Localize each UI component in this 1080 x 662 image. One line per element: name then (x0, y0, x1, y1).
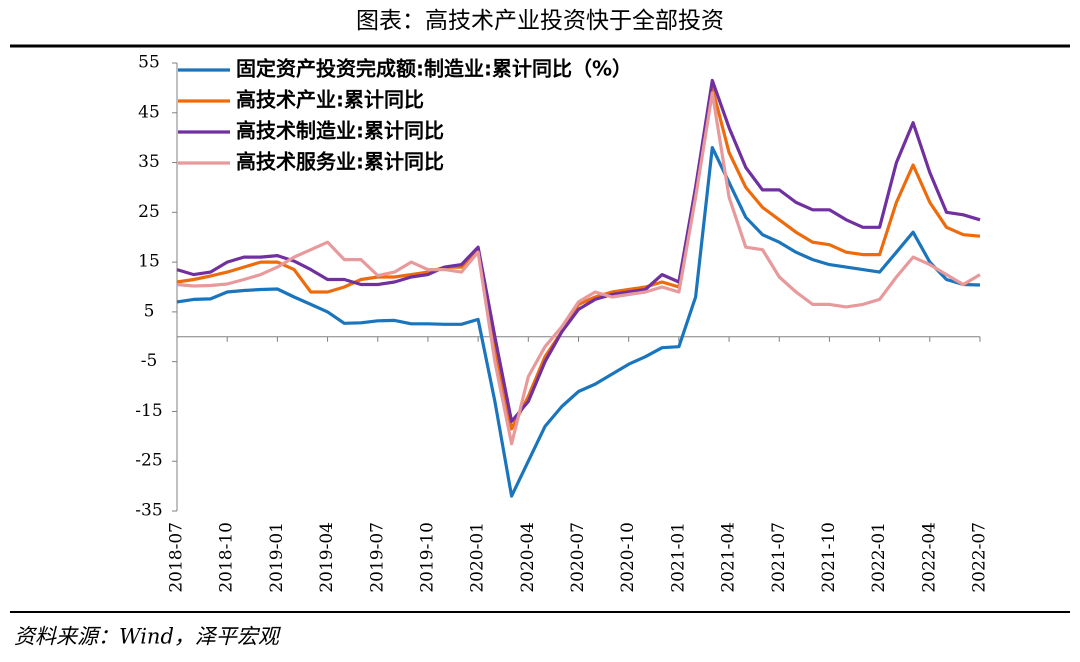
legend-label: 高技术服务业:累计同比 (236, 150, 444, 174)
y-tick-label: 45 (138, 102, 160, 122)
y-tick-label: -25 (135, 451, 162, 471)
x-tick-label: 2020-07 (568, 522, 588, 593)
source: 资料来源：Wind，泽平宏观 (14, 625, 282, 649)
x-tick-label: 2021-01 (668, 522, 688, 593)
y-tick-label: 25 (138, 202, 160, 222)
legend-label: 高技术制造业:累计同比 (236, 119, 444, 143)
x-tick-label: 2018-07 (167, 522, 187, 593)
x-tick-label: 2019-01 (267, 522, 287, 593)
x-tick-label: 2022-07 (970, 522, 990, 593)
x-tick-label: 2021-04 (719, 522, 739, 593)
x-tick-label: 2020-04 (518, 522, 538, 593)
legend-label: 高技术产业:累计同比 (236, 88, 424, 112)
chart-title: 图表：高技术产业投资快于全部投资 (356, 8, 724, 34)
x-tick-label: 2019-10 (417, 522, 437, 593)
series-line (176, 146, 981, 498)
y-tick-label: -15 (135, 401, 162, 421)
y-tick-label: 15 (138, 252, 160, 272)
x-tick-label: 2019-04 (317, 522, 337, 593)
x-tick-label: 2021-07 (769, 522, 789, 593)
x-tick-label: 2021-10 (819, 522, 839, 593)
x-tick-label: 2020-01 (468, 522, 488, 593)
y-tick-label: 5 (144, 301, 155, 321)
y-tick-label: -5 (141, 351, 158, 371)
series-line (176, 91, 981, 446)
series-line (176, 78, 981, 423)
x-tick-label: 2020-10 (618, 522, 638, 593)
y-tick-label: -35 (135, 501, 162, 521)
x-tick-label: 2018-10 (217, 522, 237, 593)
x-tick-label: 2022-01 (869, 522, 889, 593)
legend-label: 固定资产投资完成额:制造业:累计同比（%） (236, 57, 632, 81)
y-tick-label: 55 (138, 53, 160, 73)
x-tick-label: 2019-07 (367, 522, 387, 593)
y-tick-label: 35 (138, 152, 160, 172)
x-tick-label: 2022-04 (919, 522, 939, 593)
